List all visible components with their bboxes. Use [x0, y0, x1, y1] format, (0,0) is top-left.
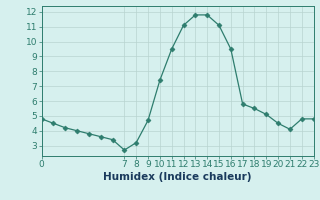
X-axis label: Humidex (Indice chaleur): Humidex (Indice chaleur) [103, 172, 252, 182]
